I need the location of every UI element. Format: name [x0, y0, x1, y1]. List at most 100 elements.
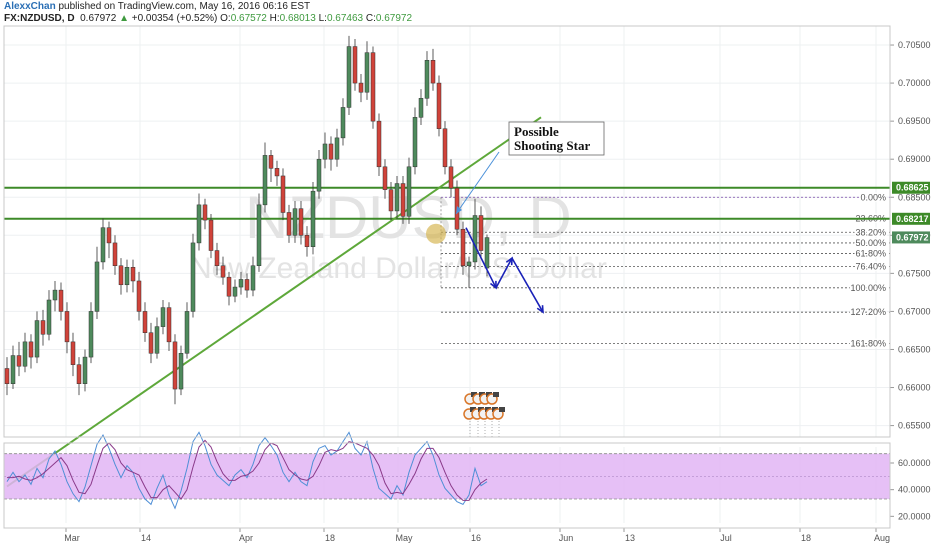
candle-body — [16, 355, 22, 367]
candle-body — [364, 52, 370, 93]
annotation-line2: Shooting Star — [514, 138, 590, 153]
price-tick-label: 0.68500 — [898, 192, 931, 202]
support-trendline — [6, 116, 542, 488]
candle-body — [46, 299, 52, 335]
candle-body — [280, 175, 286, 213]
candle-body — [70, 341, 76, 365]
candle-body — [442, 128, 448, 168]
candle-body — [166, 307, 172, 343]
candle-body — [88, 311, 94, 358]
candle-body — [76, 364, 82, 384]
rsi-d-line — [7, 439, 488, 501]
candle-body — [184, 311, 190, 354]
fib-level-label: 61.80% — [855, 249, 886, 259]
time-tick-label: Aug — [874, 533, 890, 543]
price-tag — [892, 181, 930, 194]
price-tick-label: 0.66500 — [898, 344, 931, 354]
candle-body — [100, 227, 106, 263]
low-label: L: — [318, 13, 327, 24]
annotation-pointer-head — [456, 206, 462, 214]
candle-body — [400, 183, 406, 217]
candle-body — [58, 289, 64, 312]
price-tick-label: 0.67500 — [898, 268, 931, 278]
time-tick-label: 14 — [141, 533, 151, 543]
projection-arrowhead — [505, 256, 513, 266]
event-flag-icon — [493, 392, 499, 397]
symbol-name[interactable]: FX:NZDUSD, D — [4, 13, 75, 24]
candle-body — [484, 237, 490, 269]
event-flags — [463, 392, 505, 437]
candle-body — [358, 82, 364, 93]
time-tick-label: Jul — [720, 533, 732, 543]
candle-body — [478, 215, 484, 251]
trendline — [6, 116, 542, 488]
candle-body — [328, 143, 334, 160]
candle-body — [424, 60, 430, 99]
candle-body — [118, 265, 124, 286]
time-tick-label: Jun — [559, 533, 574, 543]
publish-info: AlexxChan published on TradingView.com, … — [4, 1, 310, 12]
price-change: +0.00354 (+0.52%) — [131, 13, 218, 24]
rsi-tick-label: 60.0000 — [898, 458, 931, 468]
candle-body — [418, 98, 424, 118]
candle-body — [208, 219, 214, 251]
candle-body — [22, 341, 28, 367]
stochastic-rsi-pane: 60.0000 40.0000 20.0000 — [4, 431, 931, 523]
candle-body — [382, 166, 388, 190]
candle-body — [256, 204, 262, 267]
close-label: C: — [365, 13, 376, 24]
up-arrow-icon: ▲ — [119, 13, 129, 24]
high-value: 0.68013 — [279, 13, 316, 24]
projection-arrow-segment — [511, 257, 544, 313]
projection-arrow-segment — [495, 257, 513, 289]
annotation: Possible Shooting Star — [455, 121, 605, 215]
price-tag-label: 0.68625 — [896, 183, 929, 193]
candle-body — [448, 166, 454, 189]
resistance-lines — [4, 186, 890, 220]
candle-body — [412, 117, 418, 168]
candle-body — [112, 242, 118, 267]
projection-arrow-segment — [465, 227, 497, 289]
author-name[interactable]: AlexxChan — [4, 1, 56, 12]
candle-body — [82, 356, 88, 384]
time-tick-label: May — [395, 533, 413, 543]
candle-body — [370, 52, 376, 122]
last-price: 0.67972 — [80, 13, 117, 24]
fib-level-label: 0.00% — [860, 192, 886, 202]
open-value: 0.67572 — [230, 13, 267, 24]
price-tick-label: 0.69000 — [898, 154, 931, 164]
projection-arrows — [465, 227, 544, 314]
projection-arrowhead — [489, 280, 497, 290]
candle-body — [304, 235, 310, 247]
event-flag-icon — [499, 407, 505, 412]
candle-body — [394, 183, 400, 212]
price-tag-label: 0.67972 — [896, 232, 929, 242]
candle-body — [34, 320, 40, 358]
candle-body — [154, 326, 160, 354]
annotation-line1: Possible — [514, 124, 559, 139]
candle-body — [436, 82, 442, 130]
touch-marker — [426, 223, 446, 244]
candle-body — [238, 279, 244, 288]
candle-body — [406, 166, 412, 217]
price-tag-label: 0.68217 — [896, 214, 929, 224]
main-pane-border — [3, 25, 891, 438]
price-tags: 0.68625 0.68217 0.67972 — [892, 181, 930, 244]
open-label: O: — [220, 13, 231, 24]
price-tick-label: 0.69500 — [898, 116, 931, 126]
candle-body — [130, 267, 136, 282]
candle-body — [460, 228, 466, 266]
time-axis[interactable]: Mar 14 Apr 18 May 16 Jun 13 Jul 18 Aug — [4, 527, 890, 543]
candle-body — [232, 286, 238, 297]
price-tick-label: 0.66000 — [898, 383, 931, 393]
candle-body — [28, 341, 34, 358]
candle-body — [322, 143, 328, 160]
time-tick-label: 13 — [625, 533, 635, 543]
candle-body — [250, 265, 256, 291]
candle-body — [244, 279, 250, 291]
candle-body — [190, 242, 196, 312]
candle-body — [10, 355, 16, 384]
candle-body — [376, 120, 382, 168]
candle-body — [160, 307, 166, 327]
